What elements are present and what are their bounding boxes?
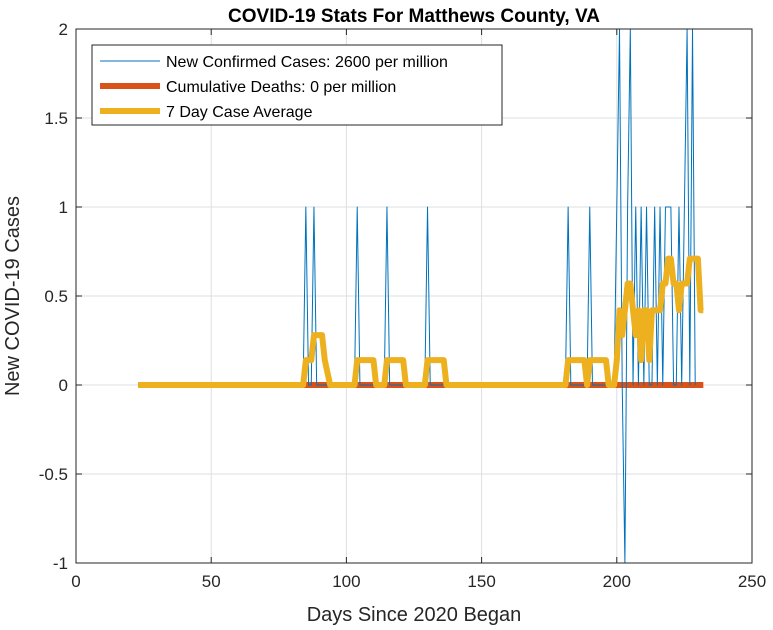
series-7-day-average-line	[138, 255, 704, 388]
x-tick-label: 0	[71, 572, 80, 591]
x-tick-label: 250	[738, 572, 766, 591]
tick-labels: 0 50 100 150 200 250 -1 -0.5 0 0.5 1 1.5 2	[39, 20, 766, 591]
y-tick-label: -0.5	[39, 465, 68, 484]
x-tick-label: 200	[603, 572, 631, 591]
x-axis-label: Days Since 2020 Began	[307, 604, 522, 626]
chart-title: COVID-19 Stats For Matthews County, VA	[228, 6, 600, 27]
legend-box	[91, 44, 503, 126]
x-tick-label: 50	[202, 572, 221, 591]
legend: New Confirmed Cases: 2600 per million Cu…	[91, 44, 503, 126]
x-tick-label: 150	[467, 572, 495, 591]
y-tick-label: 2	[59, 20, 68, 39]
axes	[75, 28, 753, 564]
legend-label-cumulative-deaths: Cumulative Deaths: 0 per million	[166, 79, 396, 96]
y-tick-label: -1	[53, 554, 68, 573]
y-axis-label: New COVID-19 Cases	[2, 196, 24, 396]
legend-label-7-day-average: 7 Day Case Average	[166, 104, 313, 121]
legend-label-new-cases: New Confirmed Cases: 2600 per million	[166, 54, 448, 71]
y-tick-label: 0	[59, 376, 68, 395]
y-tick-label: 1	[59, 198, 68, 217]
y-tick-label: 1.5	[44, 109, 68, 128]
series-layer	[138, 29, 704, 563]
y-tick-label: 0.5	[44, 287, 68, 306]
x-tick-label: 100	[332, 572, 360, 591]
